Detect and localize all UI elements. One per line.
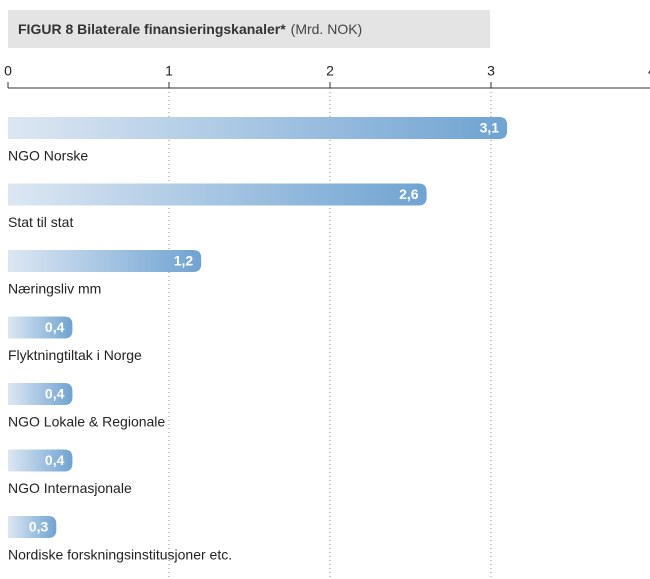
value-label: 0,4 bbox=[45, 319, 65, 335]
bar bbox=[8, 449, 73, 472]
title-banner bbox=[8, 10, 490, 48]
value-label: 2,6 bbox=[399, 186, 419, 202]
category-label: NGO Internasjonale bbox=[8, 480, 132, 496]
category-label: Næringsliv mm bbox=[8, 281, 101, 297]
bar bbox=[8, 316, 73, 339]
category-label: NGO Lokale & Regionale bbox=[8, 414, 165, 430]
chart-title: FIGUR 8 Bilaterale finansieringskanaler* bbox=[18, 21, 286, 37]
x-tick-label: 0 bbox=[4, 63, 12, 79]
bar bbox=[8, 183, 427, 206]
category-label: Nordiske forskningsinstitusjoner etc. bbox=[8, 547, 232, 563]
x-tick-label: 4 bbox=[648, 63, 650, 79]
x-tick-label: 2 bbox=[326, 63, 334, 79]
bar bbox=[8, 117, 508, 139]
value-label: 3,1 bbox=[480, 120, 500, 136]
value-label: 1,2 bbox=[174, 253, 194, 269]
chart-subtitle: (Mrd. NOK) bbox=[291, 21, 363, 37]
category-label: Stat til stat bbox=[8, 214, 73, 230]
bar bbox=[8, 383, 73, 405]
bar bbox=[8, 516, 57, 538]
value-label: 0,4 bbox=[45, 452, 65, 468]
value-label: 0,3 bbox=[29, 519, 49, 535]
category-label: NGO Norske bbox=[8, 148, 88, 164]
x-tick-label: 1 bbox=[165, 63, 173, 79]
x-tick-label: 3 bbox=[487, 63, 495, 79]
chart-title-line: FIGUR 8 Bilaterale finansieringskanaler*… bbox=[18, 21, 362, 37]
value-label: 0,4 bbox=[45, 386, 65, 402]
category-label: Flyktningtiltak i Norge bbox=[8, 347, 142, 363]
bar bbox=[8, 250, 202, 272]
